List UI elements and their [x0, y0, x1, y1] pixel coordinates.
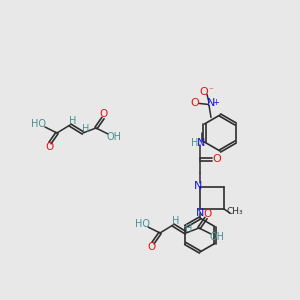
- Text: HO: HO: [134, 219, 149, 229]
- Text: O: O: [45, 142, 53, 152]
- Text: O: O: [200, 87, 208, 98]
- Text: H: H: [82, 124, 90, 134]
- Text: O: O: [203, 209, 211, 219]
- Text: O: O: [190, 98, 200, 108]
- Text: OH: OH: [209, 232, 224, 242]
- Text: O: O: [100, 109, 108, 119]
- Text: CH₃: CH₃: [227, 206, 243, 215]
- Text: O: O: [148, 242, 156, 252]
- Text: H: H: [191, 138, 199, 148]
- Text: O: O: [213, 154, 221, 164]
- Text: OH: OH: [106, 132, 122, 142]
- Text: N: N: [207, 98, 215, 108]
- Text: H: H: [172, 216, 180, 226]
- Text: ⁻: ⁻: [208, 86, 213, 95]
- Text: N: N: [197, 138, 205, 148]
- Text: H: H: [69, 116, 77, 126]
- Text: H: H: [185, 224, 193, 234]
- Text: N: N: [194, 181, 202, 191]
- Text: +: +: [213, 98, 219, 107]
- Text: N: N: [196, 208, 204, 218]
- Text: HO: HO: [32, 119, 46, 129]
